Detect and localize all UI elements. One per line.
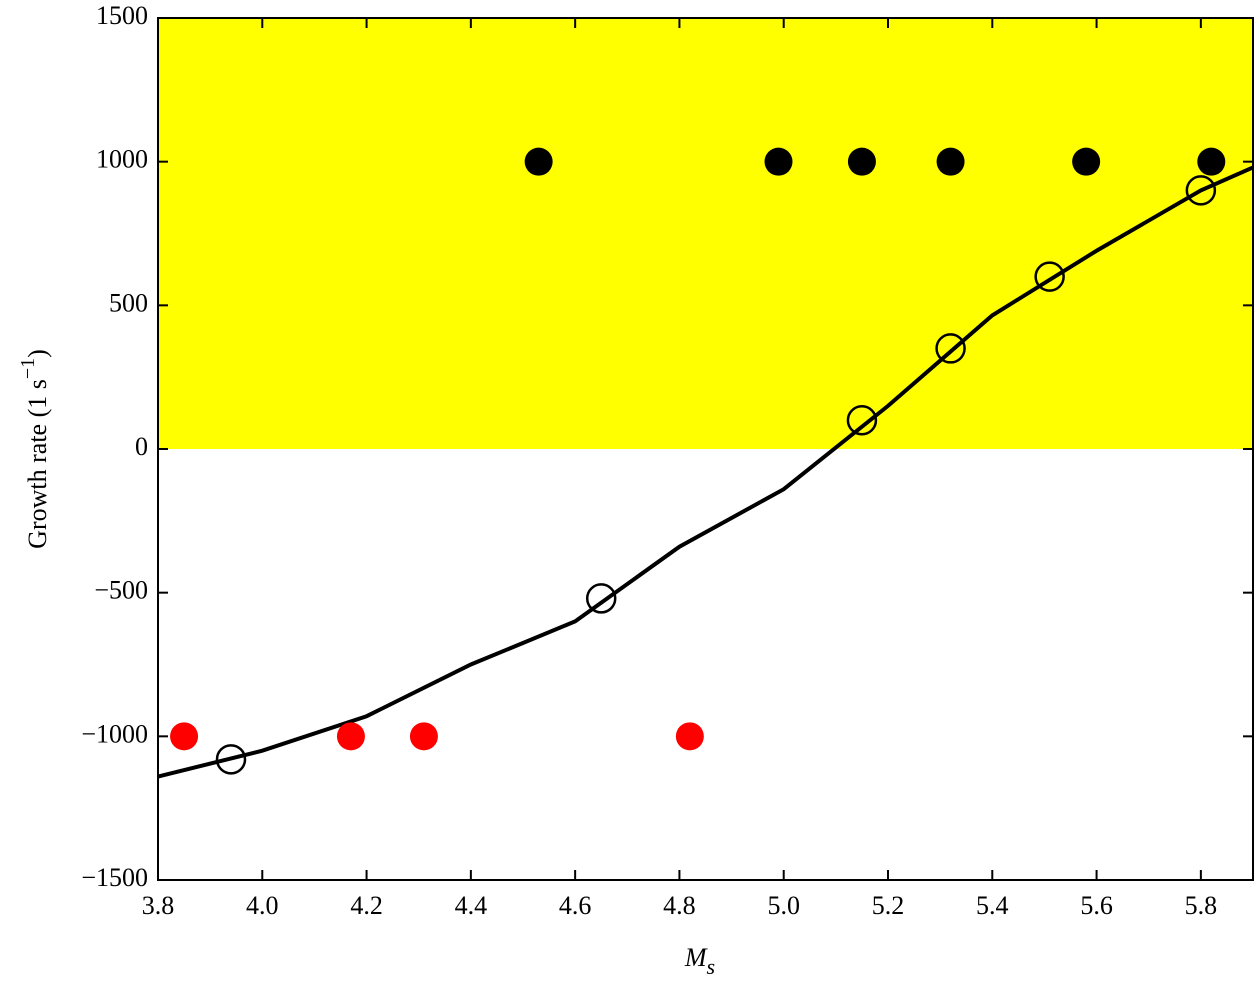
open-marker (215, 744, 247, 775)
x-tick-label: 4.4 (455, 891, 488, 920)
x-tick-label: 5.8 (1185, 891, 1218, 920)
plot-frame (157, 17, 1254, 881)
y-axis-label: Growth rate (1 s−1) (17, 349, 52, 549)
filled-marker (764, 147, 793, 176)
filled-marker (847, 147, 876, 176)
y-tick-label: 500 (109, 288, 148, 317)
filled-marker (409, 722, 438, 751)
open-marker (585, 583, 617, 614)
filled-marker (1072, 147, 1101, 176)
y-label-main: Growth rate (1 s (23, 379, 52, 549)
filled-marker (675, 722, 704, 751)
y-label-end: ) (23, 349, 52, 358)
x-tick-label: 4.2 (350, 891, 383, 920)
filled-marker (170, 722, 199, 751)
x-tick-label: 5.0 (767, 891, 800, 920)
filled-marker (1197, 147, 1226, 176)
x-tick-label: 4.8 (663, 891, 696, 920)
x-tick-label: 5.6 (1080, 891, 1113, 920)
open-marker (935, 333, 966, 364)
x-axis-label: Ms (684, 943, 715, 979)
filled-marker (936, 147, 965, 176)
x-tick-label: 5.2 (872, 891, 905, 920)
y-tick-label: 1500 (96, 1, 148, 30)
y-tick-label: −1000 (81, 719, 148, 748)
x-label-main: M (684, 943, 708, 972)
fit-line (157, 165, 1254, 779)
open-marker (846, 405, 878, 436)
y-tick-label: −500 (94, 576, 148, 605)
filled-marker (524, 147, 553, 176)
y-tick-label: −1500 (81, 863, 148, 892)
y-tick-label: 1000 (96, 145, 148, 174)
shaded-region (158, 18, 1253, 449)
open-marker (1185, 175, 1217, 206)
x-tick-label: 3.8 (142, 891, 175, 920)
y-label-sup: −1 (17, 358, 39, 379)
x-tick-label: 4.6 (559, 891, 592, 920)
x-tick-label: 5.4 (976, 891, 1009, 920)
x-tick-label: 4.0 (246, 891, 279, 920)
filled-marker (336, 722, 365, 751)
open-marker (1034, 261, 1065, 292)
x-label-sub: s (707, 954, 716, 979)
y-tick-label: 0 (135, 432, 148, 461)
